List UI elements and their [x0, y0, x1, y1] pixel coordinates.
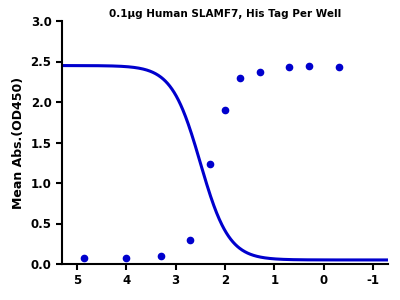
Title: 0.1μg Human SLAMF7, His Tag Per Well: 0.1μg Human SLAMF7, His Tag Per Well: [109, 9, 341, 19]
Y-axis label: Mean Abs.(OD450): Mean Abs.(OD450): [12, 76, 25, 208]
